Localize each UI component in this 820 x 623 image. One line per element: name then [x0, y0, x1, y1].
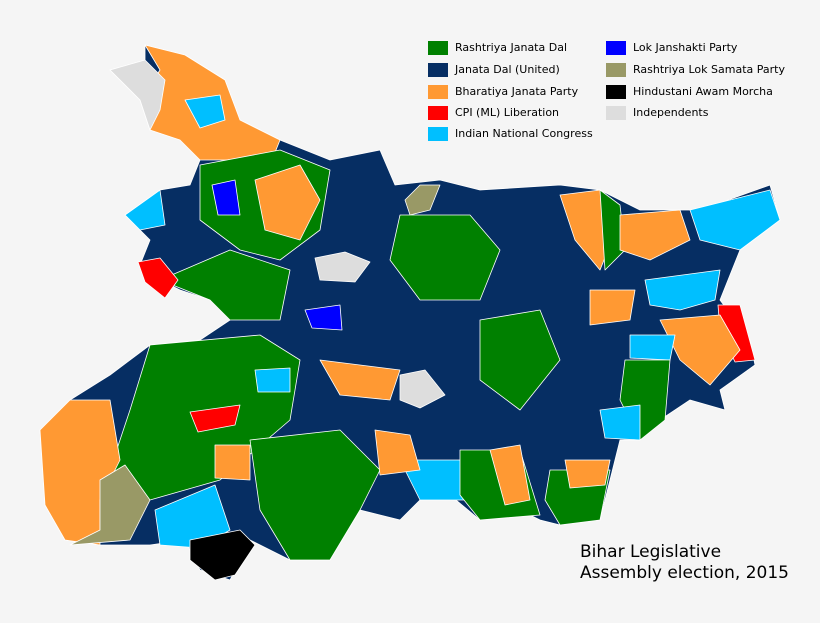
legend-swatch — [428, 127, 448, 141]
region — [109, 59, 166, 131]
region — [137, 257, 179, 299]
bihar-map — [39, 44, 781, 581]
region — [629, 334, 676, 361]
region — [249, 429, 381, 561]
region — [689, 189, 781, 251]
region — [404, 184, 441, 216]
legend-label: Bharatiya Janata Party — [455, 85, 579, 98]
region — [69, 464, 151, 546]
legend-label: Hindustani Awam Morcha — [633, 85, 773, 98]
caption-line: Bihar Legislative — [580, 542, 721, 562]
region — [389, 214, 501, 301]
legend-label: Janata Dal (United) — [454, 63, 560, 76]
region — [159, 249, 291, 321]
region — [254, 164, 321, 241]
legend-swatch — [428, 85, 448, 99]
region — [214, 444, 251, 481]
region — [304, 304, 343, 331]
region — [619, 209, 691, 261]
region — [374, 429, 421, 476]
legend-swatch — [428, 41, 448, 55]
region — [644, 269, 721, 311]
region — [589, 289, 636, 326]
region — [184, 94, 226, 129]
legend-swatch — [428, 106, 448, 120]
legend-label: Rashtriya Lok Samata Party — [633, 63, 785, 76]
region — [254, 367, 291, 393]
region — [314, 251, 371, 283]
legend: Rashtriya Janata Dal Janata Dal (United) B… — [428, 41, 785, 141]
legend-swatch — [606, 63, 626, 77]
legend-swatch — [606, 106, 626, 120]
legend-label: Indian National Congress — [455, 127, 593, 140]
region — [399, 369, 446, 409]
region — [189, 529, 256, 581]
region — [659, 314, 741, 386]
region — [124, 189, 166, 231]
legend-label: Rashtriya Janata Dal — [455, 41, 567, 54]
legend-swatch — [428, 63, 448, 77]
caption-line: Assembly election, 2015 — [580, 563, 789, 583]
legend-label: Independents — [633, 106, 709, 119]
region — [211, 179, 241, 216]
legend-label: CPI (ML) Liberation — [455, 106, 559, 119]
legend-swatch — [606, 85, 626, 99]
region — [319, 359, 401, 401]
legend-swatch — [606, 41, 626, 55]
region — [489, 444, 531, 506]
region — [189, 404, 241, 433]
region — [479, 309, 561, 411]
region — [599, 404, 641, 441]
region — [564, 459, 611, 489]
legend-label: Lok Janshakti Party — [633, 41, 738, 54]
